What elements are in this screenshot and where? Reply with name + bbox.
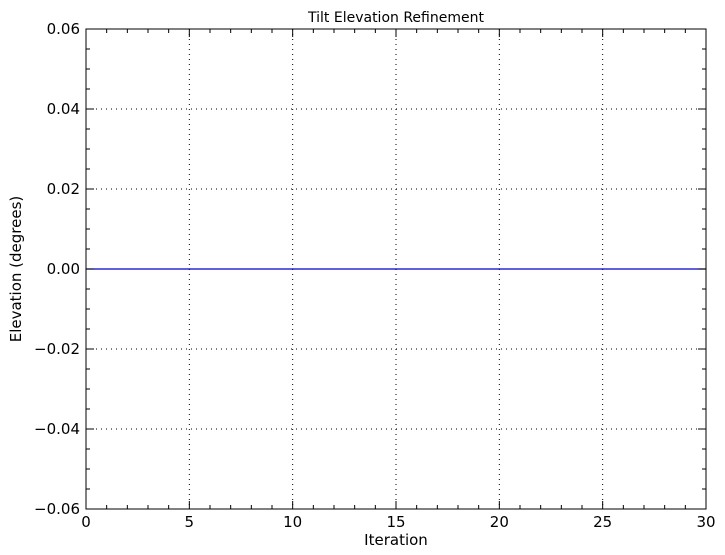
chart-title: Tilt Elevation Refinement [307, 10, 484, 26]
x-tick-label: 30 [696, 513, 715, 531]
y-tick-label: 0.06 [47, 20, 80, 38]
x-tick-label: 10 [283, 513, 302, 531]
y-axis-label: Elevation (degrees) [7, 196, 25, 343]
x-tick-label: 25 [593, 513, 612, 531]
x-tick-label: 5 [185, 513, 195, 531]
y-tick-label: 0.04 [47, 100, 80, 118]
x-axis-label: Iteration [364, 531, 428, 549]
y-tick-label: −0.02 [34, 340, 80, 358]
y-tick-label: −0.06 [34, 500, 80, 518]
y-tick-label: 0.00 [47, 260, 80, 278]
x-tick-label: 15 [386, 513, 405, 531]
x-tick-label: 0 [81, 513, 91, 531]
y-tick-label: −0.04 [34, 420, 80, 438]
x-tick-label: 20 [490, 513, 509, 531]
ticks: 0 5 10 15 20 25 30 −0.06 −0.04 −0.02 0.00 0.02 0.04 0… [34, 20, 716, 531]
y-tick-label: 0.02 [47, 180, 80, 198]
